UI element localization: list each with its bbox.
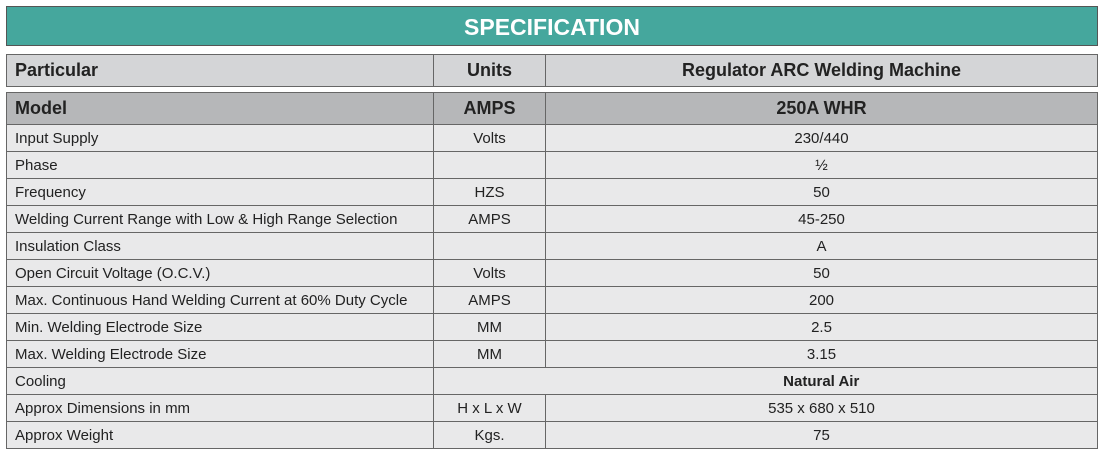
row-particular: Input Supply bbox=[6, 124, 434, 152]
table-row: Approx Dimensions in mm H x L x W 535 x 68… bbox=[6, 394, 1098, 422]
table-row: Max. Continuous Hand Welding Current at … bbox=[6, 286, 1098, 314]
row-units: AMPS bbox=[433, 286, 546, 314]
header-units: Units bbox=[433, 54, 546, 87]
row-value: A bbox=[545, 232, 1098, 260]
model-value: 250A WHR bbox=[545, 92, 1098, 125]
model-row: Model AMPS 250A WHR bbox=[6, 92, 1098, 125]
table-row: Approx Weight Kgs. 75 bbox=[6, 421, 1098, 449]
row-units: Volts bbox=[433, 124, 546, 152]
row-units bbox=[433, 232, 546, 260]
row-value: 200 bbox=[545, 286, 1098, 314]
row-units: Kgs. bbox=[433, 421, 546, 449]
row-particular: Max. Continuous Hand Welding Current at … bbox=[6, 286, 434, 314]
row-value: 535 x 680 x 510 bbox=[545, 394, 1098, 422]
table-row: Max. Welding Electrode Size MM 3.15 bbox=[6, 340, 1098, 368]
row-value: Natural Air bbox=[545, 367, 1098, 395]
table-row: Min. Welding Electrode Size MM 2.5 bbox=[6, 313, 1098, 341]
row-value: 230/440 bbox=[545, 124, 1098, 152]
table-title: SPECIFICATION bbox=[6, 6, 1098, 46]
row-value: 3.15 bbox=[545, 340, 1098, 368]
row-value: 50 bbox=[545, 178, 1098, 206]
row-value: 45-250 bbox=[545, 205, 1098, 233]
row-units: HZS bbox=[433, 178, 546, 206]
row-units: Volts bbox=[433, 259, 546, 287]
row-particular: Min. Welding Electrode Size bbox=[6, 313, 434, 341]
row-units: H x L x W bbox=[433, 394, 546, 422]
table-row: Welding Current Range with Low & High Ra… bbox=[6, 205, 1098, 233]
row-particular: Open Circuit Voltage (O.C.V.) bbox=[6, 259, 434, 287]
model-units: AMPS bbox=[433, 92, 546, 125]
header-product: Regulator ARC Welding Machine bbox=[545, 54, 1098, 87]
row-units: AMPS bbox=[433, 205, 546, 233]
model-label: Model bbox=[6, 92, 434, 125]
table-row: Frequency HZS 50 bbox=[6, 178, 1098, 206]
specification-table: SPECIFICATION Particular Units Regulator… bbox=[6, 6, 1098, 449]
row-particular: Insulation Class bbox=[6, 232, 434, 260]
header-particular: Particular bbox=[6, 54, 434, 87]
row-value: ½ bbox=[545, 151, 1098, 179]
row-units: MM bbox=[433, 340, 546, 368]
row-particular: Phase bbox=[6, 151, 434, 179]
spec-body: Model AMPS 250A WHR Input Supply Volts 230… bbox=[6, 92, 1098, 449]
row-units bbox=[433, 151, 546, 179]
table-row: Input Supply Volts 230/440 bbox=[6, 124, 1098, 152]
row-particular: Welding Current Range with Low & High Ra… bbox=[6, 205, 434, 233]
header-row: Particular Units Regulator ARC Welding M… bbox=[6, 54, 1098, 87]
row-particular: Frequency bbox=[6, 178, 434, 206]
row-particular: Approx Weight bbox=[6, 421, 434, 449]
row-particular: Max. Welding Electrode Size bbox=[6, 340, 434, 368]
row-units: MM bbox=[433, 313, 546, 341]
table-row: Open Circuit Voltage (O.C.V.) Volts 50 bbox=[6, 259, 1098, 287]
row-value: 75 bbox=[545, 421, 1098, 449]
header-table: Particular Units Regulator ARC Welding M… bbox=[6, 54, 1098, 87]
table-row: Cooling Natural Air bbox=[6, 367, 1098, 395]
row-particular: Approx Dimensions in mm bbox=[6, 394, 434, 422]
row-particular: Cooling bbox=[6, 367, 434, 395]
table-row: Phase ½ bbox=[6, 151, 1098, 179]
row-value: 50 bbox=[545, 259, 1098, 287]
row-value: 2.5 bbox=[545, 313, 1098, 341]
table-row: Insulation Class A bbox=[6, 232, 1098, 260]
row-units bbox=[433, 367, 546, 395]
